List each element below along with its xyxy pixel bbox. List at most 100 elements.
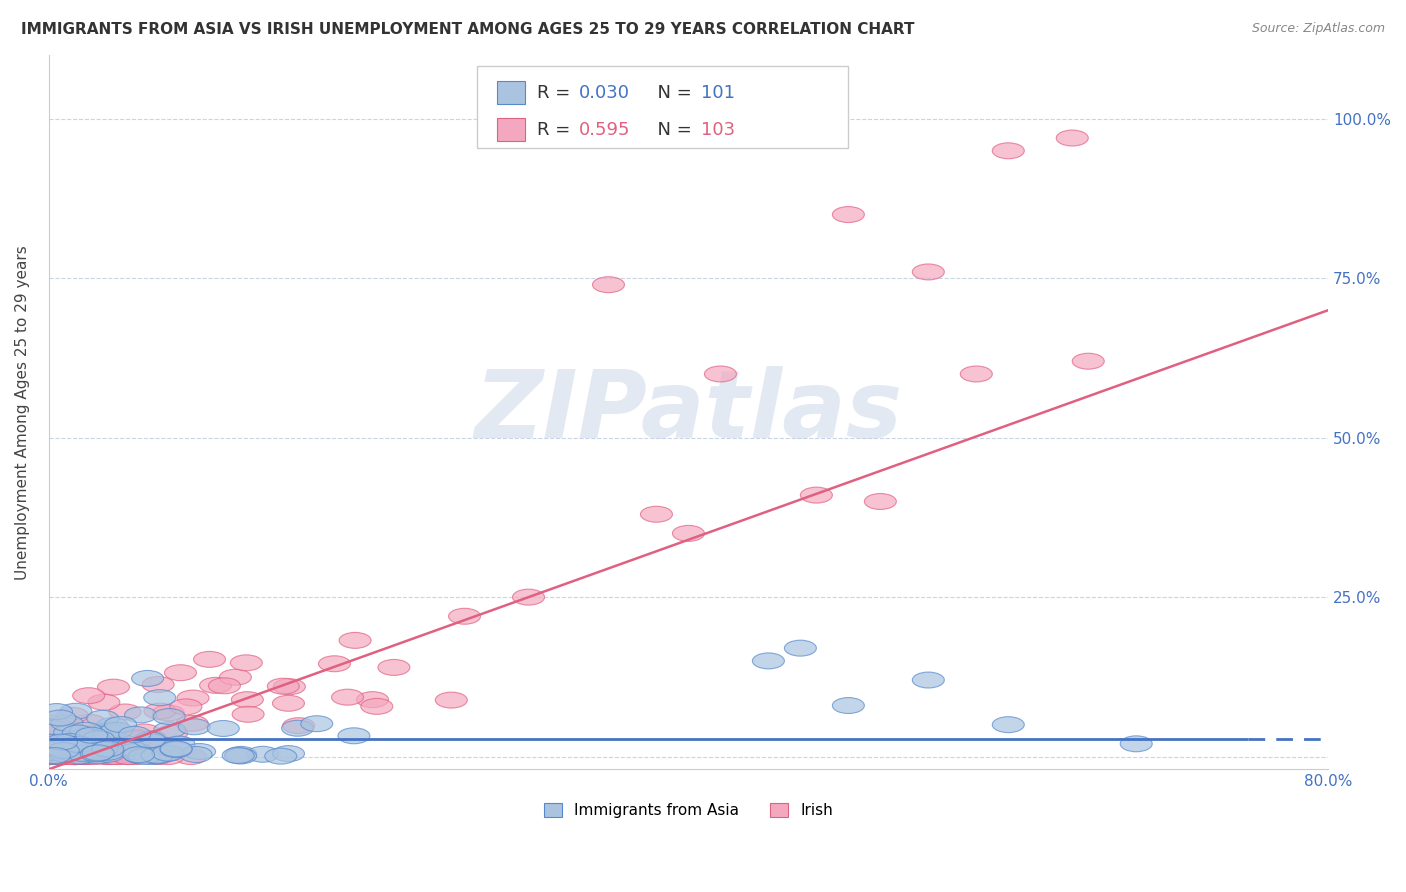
Ellipse shape [84, 743, 115, 759]
Ellipse shape [339, 632, 371, 648]
Ellipse shape [361, 698, 392, 714]
Ellipse shape [1121, 736, 1153, 752]
Ellipse shape [76, 742, 108, 758]
Ellipse shape [49, 746, 80, 762]
Ellipse shape [87, 710, 118, 726]
Ellipse shape [66, 748, 98, 764]
Ellipse shape [101, 748, 134, 764]
Ellipse shape [70, 723, 101, 739]
Ellipse shape [332, 690, 364, 706]
Ellipse shape [76, 741, 107, 757]
Ellipse shape [41, 728, 72, 744]
Ellipse shape [37, 748, 67, 764]
Ellipse shape [170, 699, 202, 714]
Text: 103: 103 [702, 121, 735, 139]
Ellipse shape [122, 747, 155, 763]
Ellipse shape [800, 487, 832, 503]
Ellipse shape [135, 731, 167, 747]
Ellipse shape [96, 748, 128, 764]
Ellipse shape [131, 735, 163, 750]
Ellipse shape [59, 748, 91, 764]
Ellipse shape [153, 708, 186, 724]
Ellipse shape [704, 366, 737, 382]
Ellipse shape [79, 748, 111, 764]
Ellipse shape [225, 747, 257, 763]
Ellipse shape [77, 725, 110, 741]
Ellipse shape [118, 743, 150, 759]
Ellipse shape [39, 748, 72, 764]
Y-axis label: Unemployment Among Ages 25 to 29 years: Unemployment Among Ages 25 to 29 years [15, 244, 30, 580]
Ellipse shape [67, 748, 100, 764]
Ellipse shape [207, 721, 239, 737]
Ellipse shape [1056, 130, 1088, 146]
Ellipse shape [51, 731, 83, 747]
Ellipse shape [114, 744, 145, 760]
Ellipse shape [38, 715, 70, 731]
Ellipse shape [52, 745, 84, 760]
Ellipse shape [46, 748, 79, 764]
Text: IMMIGRANTS FROM ASIA VS IRISH UNEMPLOYMENT AMONG AGES 25 TO 29 YEARS CORRELATION: IMMIGRANTS FROM ASIA VS IRISH UNEMPLOYME… [21, 22, 914, 37]
Ellipse shape [283, 718, 315, 733]
Ellipse shape [48, 748, 80, 764]
Ellipse shape [912, 672, 945, 688]
Ellipse shape [55, 733, 86, 749]
Ellipse shape [112, 748, 145, 764]
Ellipse shape [513, 590, 544, 605]
Ellipse shape [83, 746, 115, 762]
Ellipse shape [37, 748, 67, 764]
Ellipse shape [110, 704, 141, 720]
Ellipse shape [125, 707, 156, 723]
Text: ZIPatlas: ZIPatlas [474, 367, 903, 458]
Ellipse shape [118, 726, 150, 742]
Ellipse shape [105, 735, 138, 751]
Text: N =: N = [647, 84, 697, 102]
Ellipse shape [912, 264, 945, 280]
Ellipse shape [264, 748, 297, 764]
Ellipse shape [72, 733, 103, 749]
Ellipse shape [86, 741, 118, 757]
Ellipse shape [176, 715, 208, 731]
Ellipse shape [121, 743, 153, 759]
Ellipse shape [301, 715, 333, 731]
Ellipse shape [46, 748, 77, 764]
Ellipse shape [993, 143, 1025, 159]
Ellipse shape [273, 746, 305, 762]
Ellipse shape [273, 679, 305, 695]
Ellipse shape [163, 736, 195, 752]
Text: Source: ZipAtlas.com: Source: ZipAtlas.com [1251, 22, 1385, 36]
Ellipse shape [63, 731, 94, 747]
Ellipse shape [247, 747, 278, 763]
Ellipse shape [225, 748, 256, 764]
Ellipse shape [267, 678, 299, 694]
Ellipse shape [91, 723, 124, 739]
Ellipse shape [89, 739, 120, 755]
Ellipse shape [76, 742, 108, 758]
Ellipse shape [69, 729, 101, 744]
Ellipse shape [135, 748, 166, 764]
Ellipse shape [83, 739, 115, 754]
Ellipse shape [45, 734, 77, 750]
Legend: Immigrants from Asia, Irish: Immigrants from Asia, Irish [536, 796, 841, 826]
Ellipse shape [232, 706, 264, 723]
Ellipse shape [63, 747, 96, 763]
Ellipse shape [156, 725, 187, 741]
Ellipse shape [104, 716, 136, 732]
Ellipse shape [80, 746, 112, 762]
FancyBboxPatch shape [496, 81, 524, 104]
Ellipse shape [865, 493, 897, 509]
Ellipse shape [319, 656, 350, 672]
Ellipse shape [70, 748, 103, 764]
Ellipse shape [58, 739, 90, 756]
Ellipse shape [174, 748, 207, 764]
Ellipse shape [273, 695, 305, 711]
Text: 101: 101 [702, 84, 735, 102]
Ellipse shape [641, 507, 672, 522]
Ellipse shape [89, 726, 121, 742]
Ellipse shape [592, 277, 624, 293]
Text: R =: R = [537, 84, 576, 102]
Ellipse shape [152, 748, 184, 764]
Ellipse shape [38, 747, 70, 764]
Ellipse shape [122, 731, 153, 747]
Ellipse shape [180, 747, 212, 763]
Ellipse shape [184, 744, 215, 759]
